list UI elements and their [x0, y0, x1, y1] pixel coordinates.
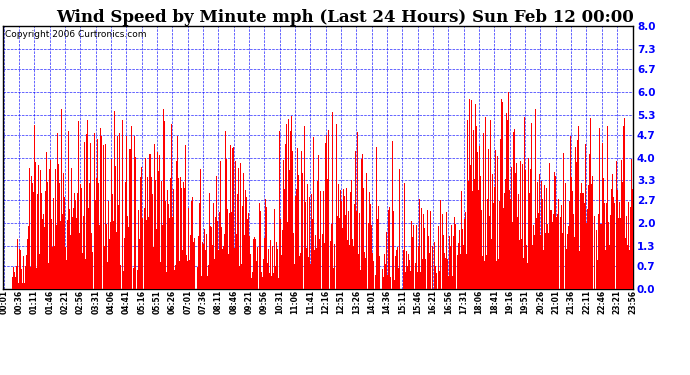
Text: Copyright 2006 Curtronics.com: Copyright 2006 Curtronics.com [5, 30, 146, 39]
Text: Wind Speed by Minute mph (Last 24 Hours) Sun Feb 12 00:00: Wind Speed by Minute mph (Last 24 Hours)… [56, 9, 634, 26]
